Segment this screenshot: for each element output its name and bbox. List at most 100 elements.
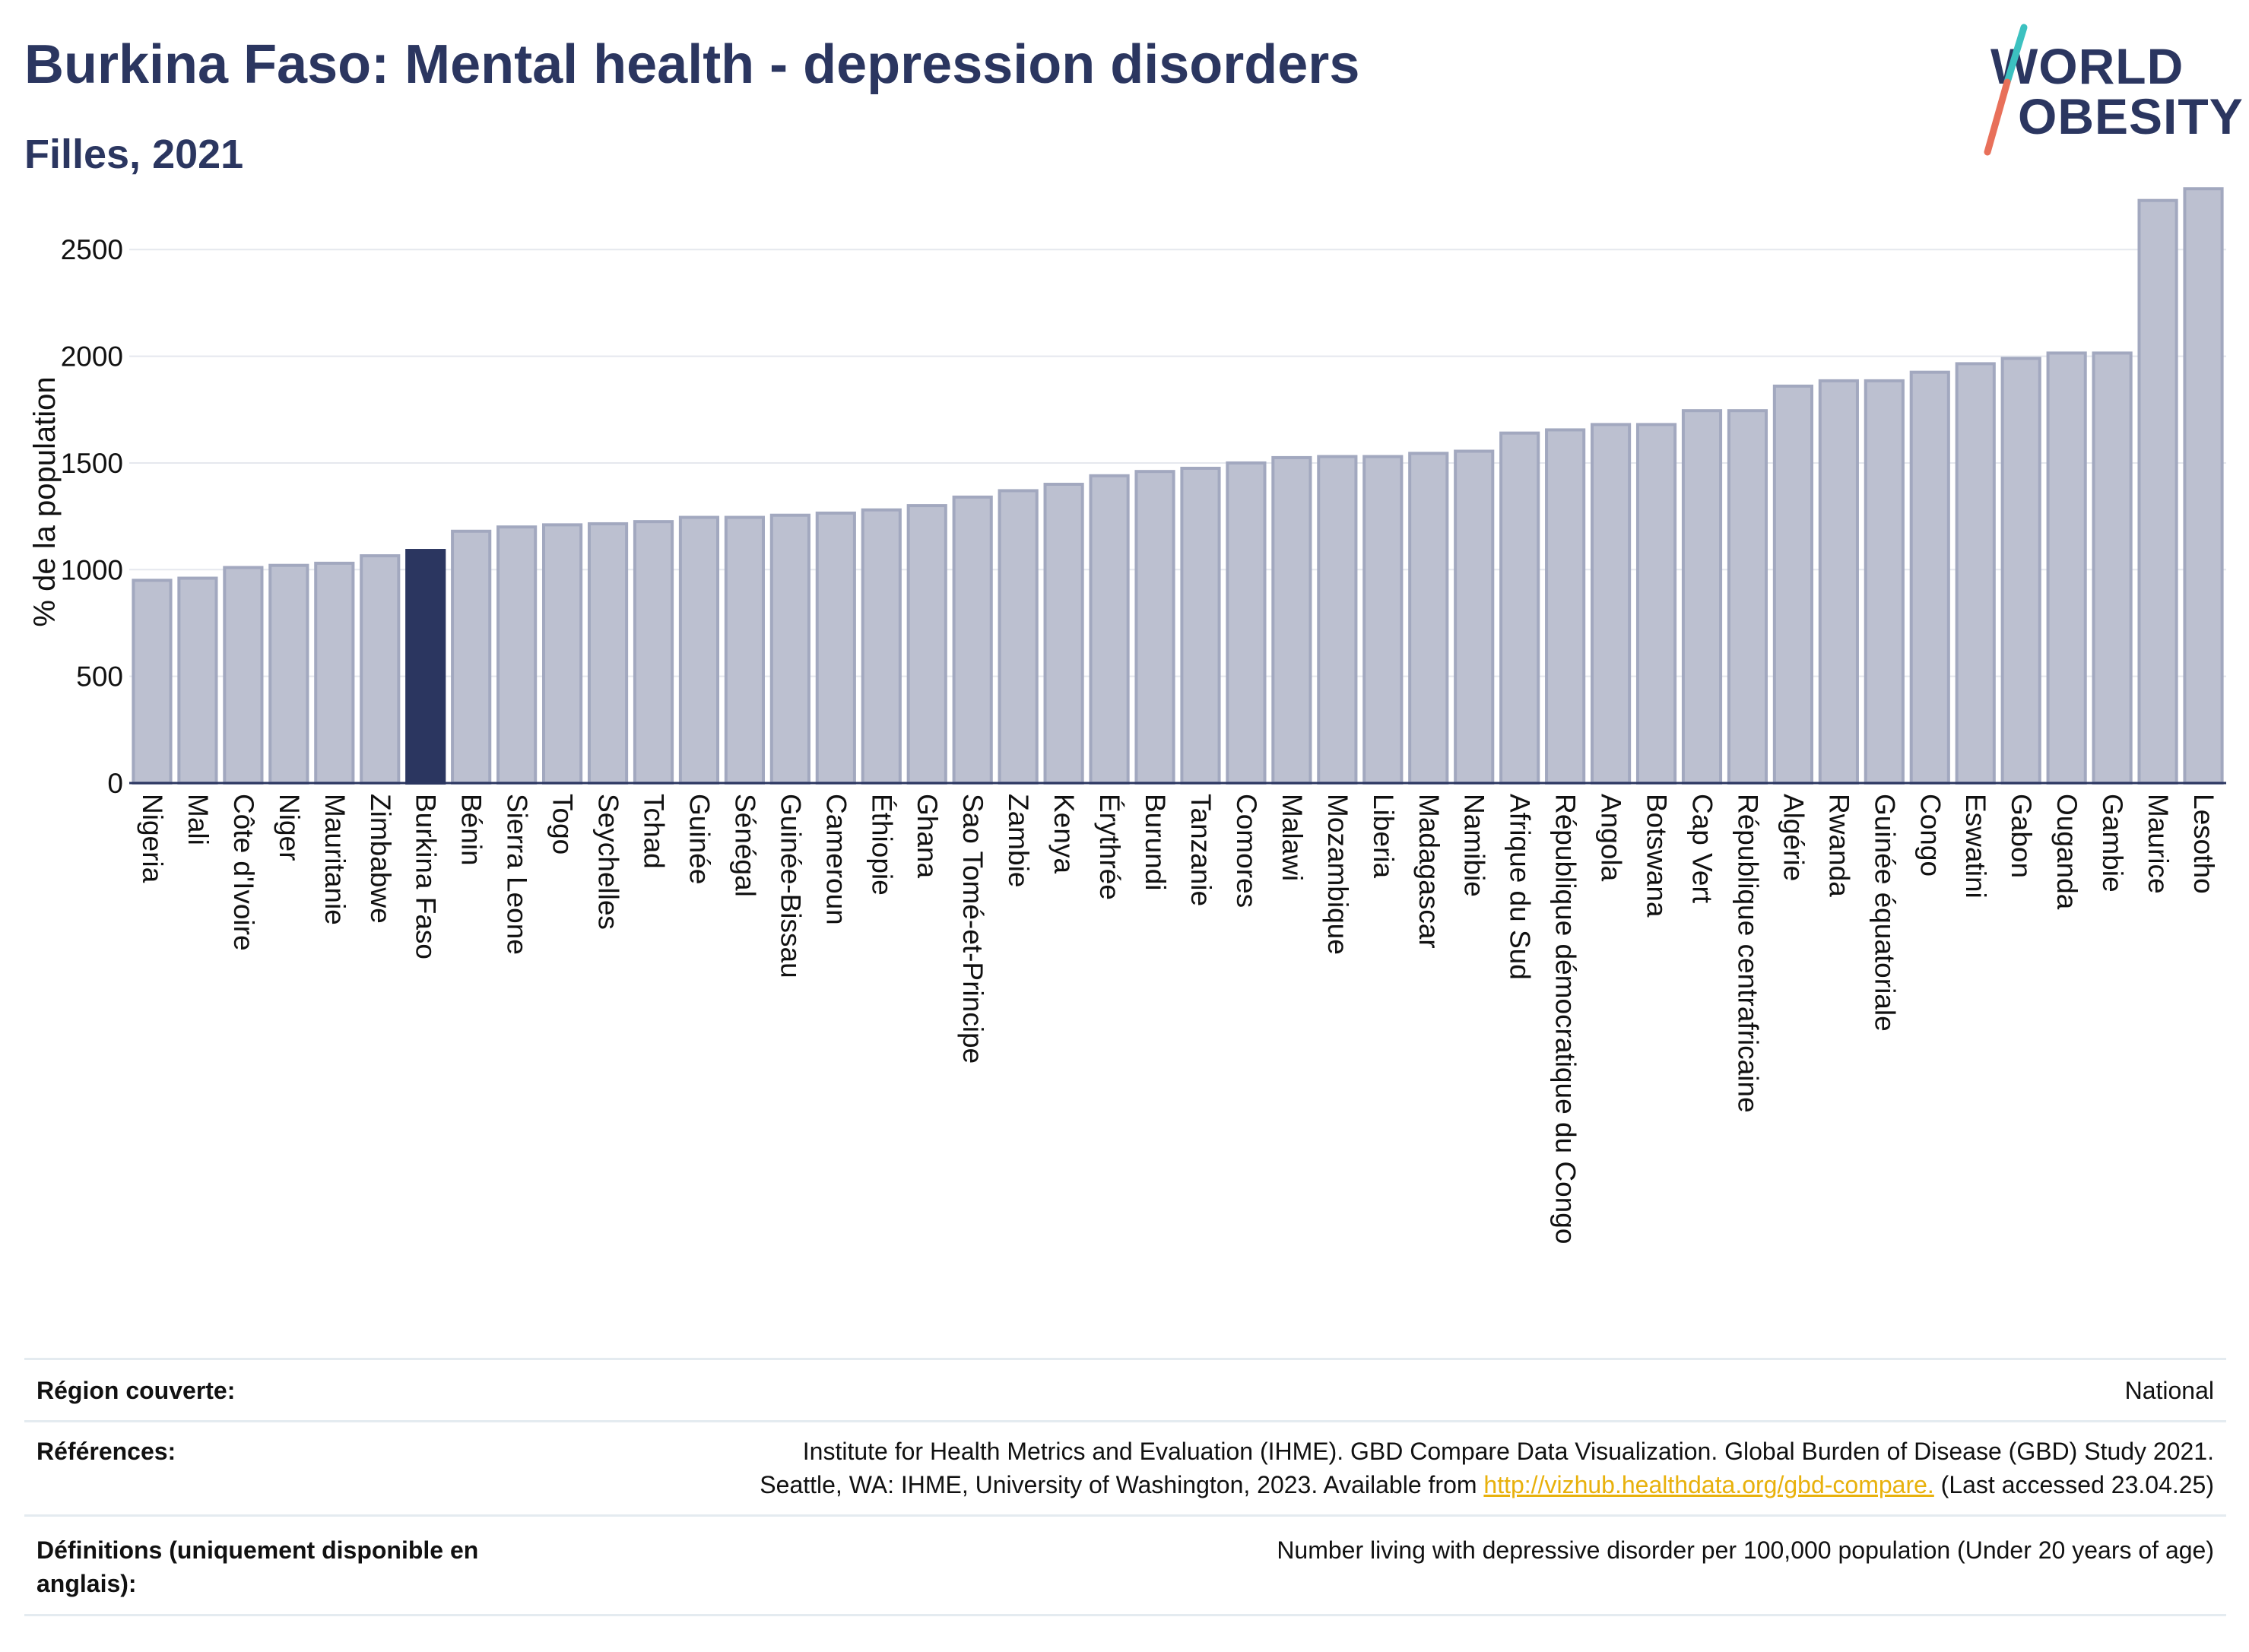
x-tick-label: Guinée équatoriale [1869,794,1900,1032]
bar [1909,370,1950,785]
page-title: Burkina Faso: Mental health - depression… [24,34,1360,95]
bar [1727,409,1768,785]
x-tick-label: Burundi [1140,794,1171,891]
y-axis-label: % de la population [28,376,62,626]
footer-label-references: Références: [36,1438,176,1465]
bar [177,576,218,785]
bar [861,508,902,785]
x-tick-label: Bénin [456,794,487,866]
bar [2137,198,2178,785]
bar [2183,187,2224,785]
x-tick-label: Côte d'Ivoire [228,794,259,951]
x-tick-label: Tanzanie [1185,794,1216,906]
x-tick-label: Mozambique [1322,794,1353,955]
bar [2092,351,2133,785]
x-tick-label: Sao Tomé-et-Principe [957,794,988,1064]
x-tick-label: Comores [1231,794,1262,908]
x-tick-label: Liberia [1368,794,1399,878]
bar [678,515,720,785]
bar [1134,470,1175,785]
bar [1955,362,1996,785]
footer-value-region: National [2124,1377,2214,1404]
bar [769,513,810,785]
x-tick-label: Madagascar [1413,794,1445,949]
bar [1772,384,1813,785]
bar [542,523,583,785]
bar [360,554,401,785]
x-tick-label: Éthiopie [866,794,897,896]
x-tick-label: Eswatini [1960,794,1991,899]
x-tick-label: Zimbabwe [365,794,396,924]
bar [1043,483,1084,785]
bar [405,549,446,785]
references-link[interactable]: http://vizhub.healthdata.org/gbd-compare… [1483,1471,1934,1498]
bar [724,515,765,785]
bar [1864,379,1905,785]
x-tick-label: Guinée-Bissau [775,794,806,978]
bar [633,520,674,785]
bar [1681,409,1723,785]
world-obesity-logo: WORLD OBESITY [1977,23,2243,160]
x-tick-label: République démocratique du Congo [1550,794,1581,1244]
y-tick-label: 500 [76,661,123,693]
bar [2046,351,2087,785]
x-tick-label: Cameroun [820,794,852,925]
x-tick-label: République centrafricaine [1732,794,1763,1113]
y-tick-label: 2500 [61,234,123,265]
x-tick-label: Rwanda [1823,794,1854,897]
x-tick-label: Sierra Leone [502,794,533,955]
x-tick-label: Togo [547,794,579,855]
bar [1635,423,1677,785]
x-tick-label: Mauritanie [319,794,351,925]
page-subtitle: Filles, 2021 [24,132,244,177]
y-tick-label: 1500 [61,448,123,479]
bar [998,489,1039,785]
bar [1271,455,1312,785]
x-tick-label: Zambie [1003,794,1034,887]
x-tick-label: Maurice [2143,794,2174,894]
logo-line-1: WORLD [1990,38,2184,94]
bar [1499,431,1540,785]
x-tick-label: Namibie [1459,794,1490,897]
bar [1226,461,1267,785]
x-tick-label: Gambie [2097,794,2128,893]
x-tick-label: Algérie [1778,794,1809,881]
footer-value-references-line1: Institute for Health Metrics and Evaluat… [802,1438,2214,1465]
x-tick-label: Kenya [1048,794,1080,874]
footer-row-region: Région couverte: National [24,1358,2226,1422]
footer-value-references-line2: Seattle, WA: IHME, University of Washing… [760,1468,2214,1501]
x-tick-label: Congo [1914,794,1946,877]
x-tick-label: Angola [1596,794,1627,882]
bar [1545,428,1586,785]
bar-chart: 0 500 1000 1500 2000 2500 % de la population Ni… [28,187,2226,1244]
references-text: Seattle, WA: IHME, University of Washing… [760,1471,1477,1498]
bar [314,561,355,785]
footer-row-references: Références: Institute for Health Metrics… [24,1420,2226,1517]
bar [132,579,173,785]
bar [1362,455,1404,785]
x-tick-label: Mali [182,794,214,845]
x-tick-label: Malawi [1277,794,1308,881]
x-tick-label: Nigeria [137,794,168,883]
bar [587,522,629,785]
x-tick-label: Gabon [2006,794,2037,878]
x-tick-label: Lesotho [2188,794,2219,894]
bar [451,529,492,785]
bar [1454,449,1495,785]
bar [952,495,993,785]
bar [1180,466,1221,785]
bar [223,566,264,785]
x-tick-label: Botswana [1642,794,1673,918]
x-tick-label: Cap Vert [1687,794,1718,904]
x-tick-label: Seychelles [593,794,624,930]
bar [815,511,856,785]
bar [1591,423,1632,785]
footer-row-definitions: Définitions (uniquement disponible en an… [24,1514,2226,1616]
bar [496,525,538,785]
x-tick-label: Tchad [639,794,670,869]
bar [2000,357,2041,785]
bar [268,563,309,785]
logo-slash-icon [1984,24,2028,156]
y-tick-label: 1000 [61,554,123,585]
references-accessed: (Last accessed 23.04.25) [1940,1471,2214,1498]
